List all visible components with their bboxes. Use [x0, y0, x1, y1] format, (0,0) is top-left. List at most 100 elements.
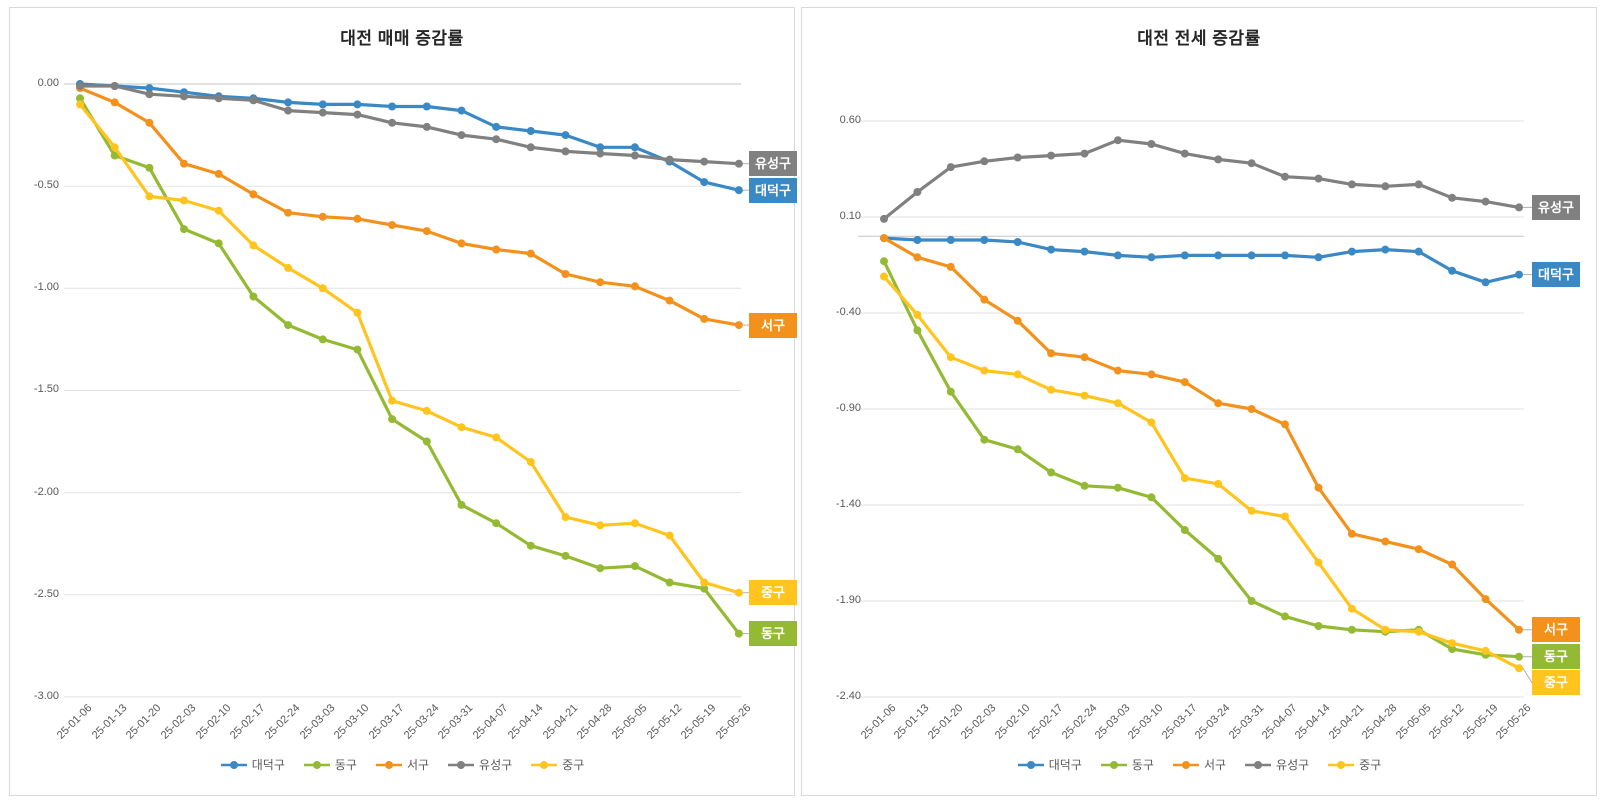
legend-label-yuseong-gu: 유성구 — [1276, 758, 1310, 772]
data-point — [76, 94, 84, 103]
data-point — [1180, 378, 1189, 387]
series-end-label-yuseong-gu: 유성구 — [1532, 194, 1580, 220]
data-point — [318, 335, 327, 344]
series-end-label-daedeok-gu: 대덕구 — [749, 177, 797, 203]
data-point — [880, 214, 888, 223]
series-yuseong-gu — [76, 82, 743, 168]
data-point — [1515, 203, 1523, 212]
series-line-jung-gu — [882, 274, 1521, 670]
data-point — [734, 159, 743, 168]
data-point — [630, 562, 639, 571]
data-point — [492, 135, 501, 144]
data-point — [1448, 193, 1457, 202]
legend-item-seo-gu[interactable]: 서구 — [1172, 756, 1226, 773]
y-axis-tick-label: -0.90 — [835, 402, 861, 414]
legend-item-jung-gu[interactable]: 중구 — [530, 756, 584, 773]
data-point — [946, 262, 955, 271]
data-point — [284, 208, 293, 217]
data-point — [1247, 159, 1256, 168]
data-point — [913, 310, 922, 319]
data-point — [596, 149, 605, 158]
series-line-jung-gu — [78, 102, 741, 595]
data-point — [318, 108, 327, 117]
data-point — [1214, 155, 1223, 164]
data-point — [880, 257, 888, 266]
legend-item-yuseong-gu[interactable]: 유성구 — [447, 756, 512, 773]
data-point — [284, 321, 293, 330]
data-point — [880, 272, 888, 281]
data-point — [1113, 366, 1122, 375]
series-line-seo-gu — [882, 236, 1521, 632]
data-point — [1414, 545, 1423, 554]
data-point — [1515, 625, 1523, 634]
data-point — [630, 519, 639, 528]
data-point — [1448, 266, 1457, 275]
chart-legend: 대덕구 동구 서구 유성구 중구 — [802, 756, 1596, 773]
y-axis-tick-label: -1.40 — [835, 498, 861, 510]
legend-item-jung-gu[interactable]: 중구 — [1327, 756, 1381, 773]
series-end-label-jung-gu: 중구 — [749, 580, 797, 606]
legend-item-daedeok-gu[interactable]: 대덕구 — [220, 756, 285, 773]
data-point — [1247, 405, 1256, 413]
data-point — [214, 206, 223, 215]
data-point — [1347, 180, 1356, 189]
series-end-label-yuseong-gu: 유성구 — [749, 151, 797, 177]
data-point — [561, 147, 570, 156]
data-point — [457, 106, 466, 115]
series-dong-gu — [76, 94, 743, 638]
data-point — [1414, 627, 1423, 636]
data-point — [1047, 385, 1056, 394]
data-point — [1414, 247, 1423, 256]
data-point — [1448, 645, 1457, 653]
data-point — [1314, 253, 1323, 262]
legend-label-jung-gu: 중구 — [1359, 758, 1382, 772]
data-point — [1214, 251, 1223, 260]
data-point — [1080, 481, 1089, 490]
series-line-yuseong-gu — [78, 84, 741, 166]
sale-change-chart-panel[interactable]: 대전 매매 증감률 0.00 -0.50 -1.00 -1.50 -2.00 -2.50 -… — [9, 7, 797, 796]
data-point — [1147, 253, 1156, 262]
data-point — [145, 192, 154, 201]
data-point — [1347, 529, 1356, 538]
series-yuseong-gu — [880, 136, 1523, 223]
data-point — [492, 519, 501, 528]
data-point — [913, 236, 922, 244]
data-point — [145, 118, 154, 127]
data-point — [1481, 197, 1490, 206]
data-point — [110, 98, 119, 107]
jeonse-change-chart-panel[interactable]: 대전 전세 증감률 0.60 0.10 -0.40 -0.90 -1.40 -1.90 -2… — [801, 7, 1597, 796]
data-point — [1314, 622, 1323, 630]
series-seo-gu — [880, 234, 1523, 634]
legend-item-dong-gu[interactable]: 동구 — [1100, 756, 1154, 773]
data-point — [492, 245, 501, 254]
data-point — [249, 241, 258, 250]
data-point — [1013, 316, 1022, 325]
series-end-label-daedeok-gu: 대덕구 — [1532, 262, 1580, 288]
data-point — [946, 387, 955, 396]
data-point — [76, 82, 84, 90]
legend-item-yuseong-gu[interactable]: 유성구 — [1244, 756, 1309, 773]
data-point — [388, 221, 397, 229]
data-point — [1013, 153, 1022, 162]
series-end-label-jung-gu: 중구 — [1532, 670, 1580, 696]
legend-label-jung-gu: 중구 — [562, 758, 585, 772]
data-point — [980, 435, 989, 444]
data-point — [388, 102, 397, 111]
data-point — [1013, 238, 1022, 246]
y-axis-tick-label: -1.00 — [33, 281, 59, 294]
legend-item-dong-gu[interactable]: 동구 — [303, 756, 357, 773]
data-point — [1214, 399, 1223, 408]
y-axis-tick-label: 0.00 — [37, 77, 59, 89]
data-point — [1047, 468, 1056, 477]
data-point — [249, 292, 258, 301]
y-axis-tick-label: -1.90 — [835, 594, 861, 606]
series-line-daedeok-gu — [882, 236, 1521, 284]
legend-item-daedeok-gu[interactable]: 대덕구 — [1017, 756, 1082, 773]
data-point — [561, 513, 570, 522]
data-point — [1314, 558, 1323, 567]
y-axis-tick-label: -2.50 — [33, 587, 59, 600]
data-point — [1347, 604, 1356, 613]
y-axis-tick-label: -2.00 — [33, 485, 59, 498]
chart-title-sale: 대전 매매 증감률 — [340, 29, 464, 48]
legend-item-seo-gu[interactable]: 서구 — [375, 756, 429, 773]
